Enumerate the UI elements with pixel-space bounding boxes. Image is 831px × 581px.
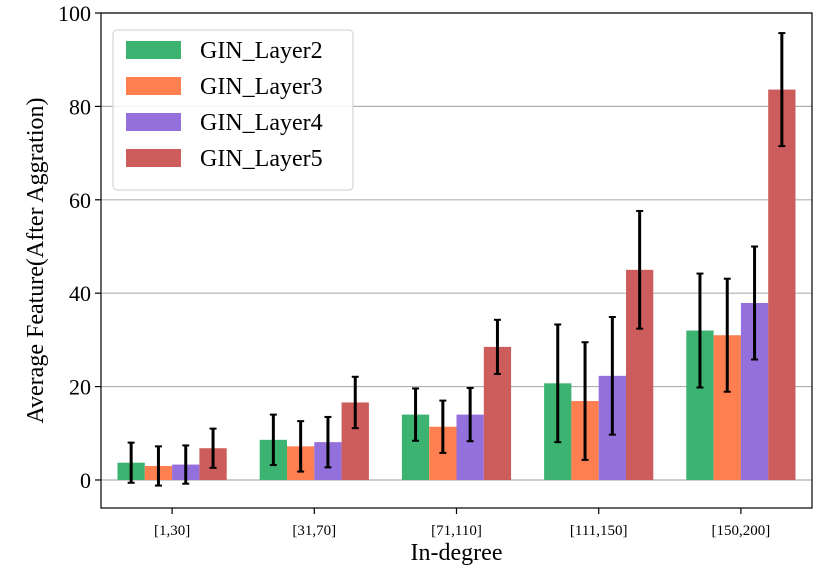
y-tick-label: 80 <box>69 94 91 119</box>
x-tick-label: [111,150] <box>570 523 628 539</box>
legend-swatch <box>126 41 181 59</box>
legend-swatch <box>126 149 181 167</box>
x-axis-title: In-degree <box>411 540 503 566</box>
x-tick-label: [31,70] <box>292 523 336 539</box>
legend-label: GIN_Layer3 <box>200 74 323 100</box>
y-tick-label: 40 <box>69 281 91 306</box>
y-axis-title: Average Feature(After Aggration) <box>23 97 49 423</box>
y-tick-label: 60 <box>69 188 91 213</box>
legend-swatch <box>126 77 181 95</box>
legend-label: GIN_Layer2 <box>200 38 323 64</box>
y-tick-label: 0 <box>80 468 91 493</box>
x-tick-label: [71,110] <box>431 523 482 539</box>
legend: GIN_Layer2 GIN_Layer3 GIN_Layer4 GIN_Layer5 <box>112 29 354 191</box>
x-tick-label: [150,200] <box>712 523 771 539</box>
x-tick-label: [1,30] <box>154 523 190 539</box>
legend-label: GIN_Layer4 <box>200 110 323 136</box>
y-tick-label: 100 <box>58 1 91 26</box>
y-axis-ticks: 0 20 40 60 80 100 <box>58 1 101 493</box>
legend-label: GIN_Layer5 <box>200 146 323 172</box>
x-axis-ticks: [1,30] [31,70] [71,110] [111,150] [150,200] <box>154 508 770 539</box>
y-tick-label: 20 <box>69 375 91 400</box>
bar <box>768 89 796 480</box>
error-bars <box>127 32 786 487</box>
legend-swatch <box>126 113 181 131</box>
